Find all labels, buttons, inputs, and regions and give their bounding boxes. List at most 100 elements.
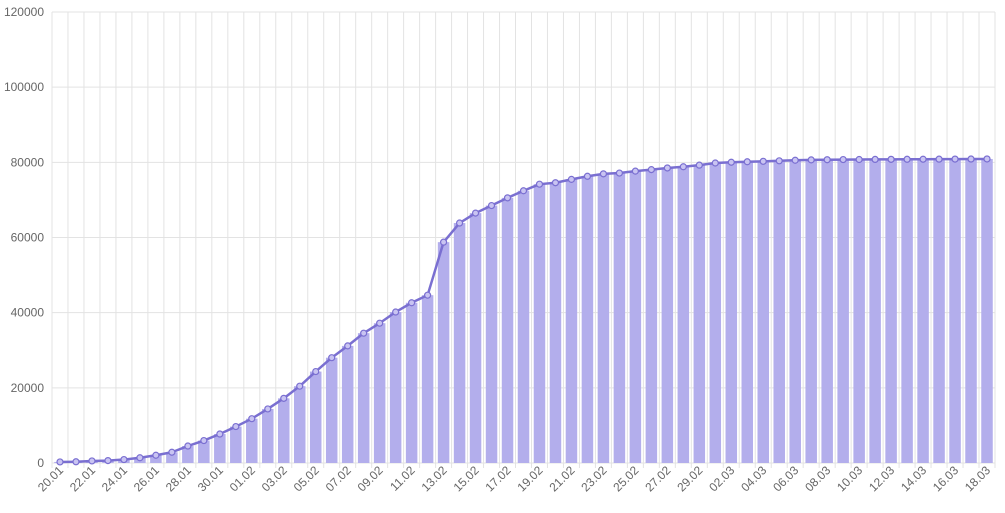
- x-tick-label: 11.02: [387, 463, 418, 494]
- line-point: [503, 194, 512, 202]
- x-tick-label: 16.03: [930, 463, 961, 494]
- bar-layer: [54, 158, 993, 464]
- line-point: [104, 456, 112, 465]
- line-point: [807, 156, 815, 164]
- x-axis-ticks: 20.01 22.01 24.01 26.01 28.01 30.01 01.02 03.02…: [35, 463, 993, 494]
- line-point: [200, 436, 208, 445]
- bar: [246, 418, 258, 463]
- line-point: [439, 238, 448, 246]
- line-point: [136, 454, 144, 462]
- x-tick-label: 23.02: [578, 463, 609, 494]
- line-point: [328, 354, 336, 362]
- x-tick-label: 27.02: [642, 463, 673, 494]
- bar: [357, 333, 370, 463]
- y-tick-label: 100000: [4, 80, 44, 94]
- line-point: [264, 405, 272, 413]
- line-point: [248, 415, 256, 423]
- bar: [869, 159, 881, 463]
- bar: [597, 173, 610, 463]
- bar: [262, 408, 274, 463]
- bar: [773, 160, 785, 463]
- x-tick-label: 15.02: [451, 463, 482, 494]
- y-tick-label: 40000: [11, 306, 45, 320]
- line-point: [759, 157, 767, 165]
- x-tick-label: 03.02: [259, 463, 290, 494]
- bar: [517, 190, 530, 464]
- x-tick-label: 29.02: [674, 463, 705, 494]
- bar: [453, 223, 466, 463]
- line-point: [519, 187, 528, 195]
- line-point: [583, 172, 592, 180]
- line-point: [823, 156, 831, 164]
- bar: [389, 312, 402, 463]
- line-point: [711, 159, 719, 167]
- x-tick-label: 14.03: [898, 463, 929, 494]
- x-tick-label: 18.03: [962, 463, 993, 494]
- y-tick-label: 20000: [11, 381, 45, 395]
- bar: [501, 197, 514, 463]
- bar: [565, 179, 578, 463]
- line-point: [983, 155, 991, 163]
- bar: [437, 242, 450, 463]
- bar: [325, 357, 338, 463]
- x-tick-label: 22.01: [67, 463, 98, 494]
- line-point: [567, 175, 576, 183]
- bar: [613, 173, 626, 463]
- x-tick-label: 17.02: [483, 463, 514, 494]
- bar: [837, 159, 849, 463]
- bar: [885, 159, 897, 464]
- bar: [741, 161, 754, 464]
- x-tick-label: 30.01: [195, 463, 226, 494]
- bar: [150, 455, 162, 463]
- line-point: [120, 455, 128, 464]
- line-point: [56, 458, 64, 466]
- bar: [278, 398, 290, 463]
- x-tick-label: 13.02: [419, 463, 450, 494]
- line-point: [280, 394, 288, 402]
- line-point: [599, 170, 608, 178]
- line-point: [919, 155, 927, 163]
- bar: [917, 159, 929, 464]
- line-point: [935, 155, 943, 163]
- bar: [182, 446, 194, 463]
- bar: [949, 159, 961, 463]
- line-point: [951, 155, 959, 163]
- bar: [405, 302, 418, 463]
- bar: [230, 426, 242, 463]
- bar: [166, 452, 178, 463]
- bar: [293, 386, 306, 463]
- bar: [821, 159, 833, 463]
- line-point: [887, 155, 895, 163]
- x-tick-label: 06.03: [770, 463, 801, 494]
- line-point: [312, 367, 320, 376]
- x-tick-label: 04.03: [738, 463, 769, 494]
- x-tick-label: 26.01: [131, 463, 162, 494]
- y-tick-label: 80000: [11, 155, 45, 169]
- bar: [661, 167, 674, 463]
- bar: [981, 158, 993, 463]
- line-point: [551, 179, 560, 187]
- line-point: [535, 180, 544, 188]
- line-point: [727, 158, 735, 166]
- bar: [725, 162, 738, 464]
- line-point: [408, 299, 416, 307]
- bar: [805, 159, 817, 463]
- line-point: [168, 448, 176, 456]
- line-point: [855, 155, 863, 164]
- line-point: [424, 291, 432, 299]
- bar: [421, 295, 434, 463]
- bar: [533, 184, 546, 463]
- line-layer: [56, 155, 991, 466]
- line-point: [743, 158, 751, 166]
- line-point: [88, 457, 96, 465]
- line-point: [631, 167, 639, 175]
- x-tick-label: 24.01: [99, 463, 130, 494]
- line-point: [615, 169, 623, 177]
- line-point: [967, 155, 975, 163]
- x-tick-label: 25.02: [610, 463, 641, 494]
- x-tick-label: 12.03: [866, 463, 897, 494]
- line-point: [903, 155, 911, 163]
- bar: [198, 440, 210, 463]
- line-point: [152, 451, 160, 459]
